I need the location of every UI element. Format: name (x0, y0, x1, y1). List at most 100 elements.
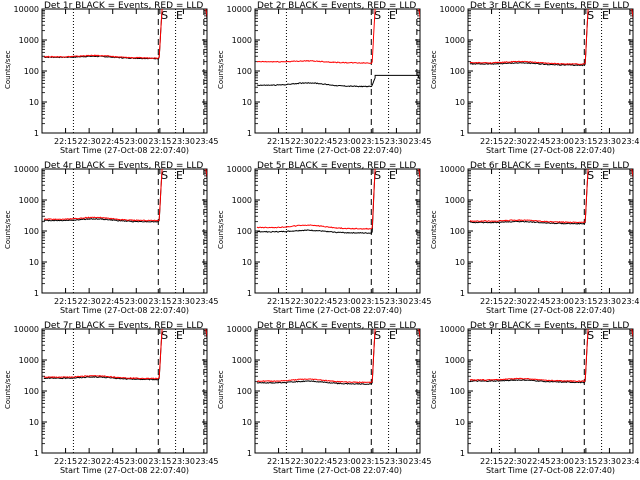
plot-frame (41, 168, 208, 294)
y-tick-label: 10 (242, 418, 252, 427)
x-tick-label: 22:45 (101, 457, 124, 466)
x-tick-label: 22:30 (291, 137, 314, 146)
x-tick-label: 22:15 (54, 457, 77, 466)
series-events-line (256, 169, 420, 234)
x-tick-label: 23:00 (338, 297, 361, 306)
chart-panel-7: Det 7r BLACK = Events, RED = LLD Counts/s… (4, 321, 219, 475)
y-tick-label: 100 (450, 227, 465, 236)
x-tick-label: 23:30 (598, 297, 621, 306)
y-tick-label: 1000 (232, 36, 252, 45)
y-tick-label: 1 (34, 129, 39, 138)
x-tick-label: 22:45 (527, 457, 550, 466)
y-tick-label: 100 (237, 227, 252, 236)
y-axis-label: Counts/sec (4, 210, 12, 249)
series-events-line (469, 329, 633, 384)
x-tick-label: 22:45 (314, 457, 337, 466)
x-tick-label: 22:15 (267, 137, 290, 146)
x-tick-label: 23:30 (385, 137, 408, 146)
x-tick-label: 22:15 (267, 297, 290, 306)
x-tick-label: 23:45 (195, 297, 218, 306)
x-axis-label: Start Time (27-Oct-08 22:07:40) (273, 306, 402, 315)
chart-title: Det 7r BLACK = Events, RED = LLD (44, 321, 203, 331)
x-tick-label: 22:15 (480, 297, 503, 306)
chart-title: Det 3r BLACK = Events, RED = LLD (470, 1, 629, 11)
marker-start: S (587, 9, 594, 22)
x-tick-label: 22:45 (101, 137, 124, 146)
x-tick-label: 23:15 (361, 297, 384, 306)
x-tick-label: 22:45 (527, 297, 550, 306)
chart-title: Det 4r BLACK = Events, RED = LLD (44, 161, 203, 171)
chart-panel-1: Det 1r BLACK = Events, RED = LLD Counts/s… (4, 1, 219, 155)
y-tick-label: 10000 (14, 5, 39, 14)
x-tick-label: 22:45 (101, 297, 124, 306)
y-axis-label: Counts/sec (217, 50, 225, 89)
series-events-line (43, 9, 207, 60)
chart-panel-8: Det 8r BLACK = Events, RED = LLD Counts/s… (217, 321, 432, 475)
marker-end: E (389, 9, 396, 22)
x-tick-label: 23:30 (598, 137, 621, 146)
series-lld-line (43, 329, 207, 380)
y-axis-label: Counts/sec (217, 370, 225, 409)
y-tick-label: 10 (29, 98, 39, 107)
x-tick-label: 23:45 (408, 297, 431, 306)
y-tick-label: 100 (450, 67, 465, 76)
x-tick-label: 22:30 (504, 137, 527, 146)
series-lld-line (43, 169, 207, 222)
x-tick-label: 23:15 (574, 457, 597, 466)
y-tick-label: 100 (237, 67, 252, 76)
chart-title: Det 2r BLACK = Events, RED = LLD (257, 1, 416, 11)
x-tick-label: 23:45 (621, 297, 640, 306)
marker-end: E (602, 169, 609, 182)
y-tick-label: 1 (460, 129, 465, 138)
y-tick-label: 1000 (445, 196, 465, 205)
plot-frame (467, 168, 634, 294)
y-tick-label: 10000 (14, 325, 39, 334)
x-axis-label: Start Time (27-Oct-08 22:07:40) (486, 146, 615, 155)
y-axis-label: Counts/sec (430, 50, 438, 89)
y-tick-label: 100 (237, 387, 252, 396)
x-tick-label: 23:00 (338, 457, 361, 466)
y-tick-label: 100 (24, 387, 39, 396)
x-tick-label: 22:15 (54, 137, 77, 146)
x-tick-label: 23:30 (172, 457, 195, 466)
x-axis-label: Start Time (27-Oct-08 22:07:40) (486, 306, 615, 315)
x-axis-label: Start Time (27-Oct-08 22:07:40) (486, 466, 615, 475)
plot-frame (41, 328, 208, 454)
y-tick-label: 10000 (440, 325, 465, 334)
x-tick-label: 22:45 (527, 137, 550, 146)
y-tick-label: 10 (242, 258, 252, 267)
x-tick-label: 22:30 (78, 457, 101, 466)
series-events-line (256, 74, 420, 88)
y-tick-label: 1 (247, 129, 252, 138)
y-tick-label: 1 (247, 289, 252, 298)
x-tick-label: 23:15 (574, 137, 597, 146)
marker-start: S (161, 169, 168, 182)
x-tick-label: 23:30 (172, 137, 195, 146)
x-tick-label: 23:00 (125, 457, 148, 466)
series-events-line (43, 169, 207, 223)
chart-title: Det 1r BLACK = Events, RED = LLD (44, 1, 203, 11)
series-lld-line (469, 9, 633, 66)
y-tick-label: 1000 (232, 196, 252, 205)
x-axis-label: Start Time (27-Oct-08 22:07:40) (60, 466, 189, 475)
y-axis-label: Counts/sec (4, 50, 12, 89)
y-tick-label: 10000 (227, 325, 252, 334)
chart-title: Det 8r BLACK = Events, RED = LLD (257, 321, 416, 331)
chart-panel-3: Det 3r BLACK = Events, RED = LLD Counts/s… (430, 1, 640, 155)
x-tick-label: 23:15 (361, 137, 384, 146)
x-tick-label: 22:45 (314, 137, 337, 146)
y-tick-label: 1000 (232, 356, 252, 365)
chart-title: Det 6r BLACK = Events, RED = LLD (470, 161, 629, 171)
marker-start: S (161, 329, 168, 342)
series-lld-line (469, 329, 633, 383)
x-tick-label: 23:00 (125, 297, 148, 306)
x-tick-label: 23:00 (551, 297, 574, 306)
series-lld-line (256, 329, 420, 384)
y-tick-label: 10 (455, 258, 465, 267)
marker-end: E (602, 329, 609, 342)
x-tick-label: 23:45 (621, 457, 640, 466)
x-tick-label: 22:15 (54, 297, 77, 306)
chart-title: Det 5r BLACK = Events, RED = LLD (257, 161, 416, 171)
y-tick-label: 1000 (445, 356, 465, 365)
